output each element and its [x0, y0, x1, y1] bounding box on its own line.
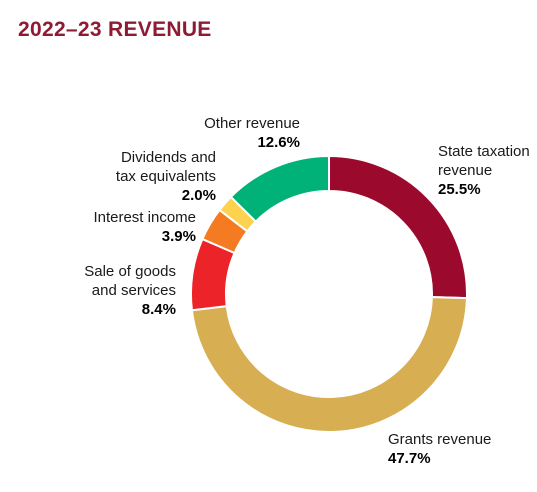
slice-value: 47.7% [388, 450, 431, 467]
slice-value: 25.5% [438, 181, 481, 198]
slice-label-5: Other revenue 12.6% [204, 115, 300, 151]
slice-name: State taxation [438, 143, 530, 160]
slice-value: 12.6% [257, 134, 300, 151]
chart-title: 2022–23 REVENUE [18, 18, 212, 41]
slice-label-0: State taxation revenue 25.5% [438, 143, 530, 198]
slice-name: and services [92, 282, 176, 299]
slice-value: 8.4% [142, 301, 176, 318]
slice-value: 2.0% [182, 187, 216, 204]
slice-name: Sale of goods [84, 263, 176, 280]
slice-labels: State taxation revenue 25.5% Grants revenue… [84, 115, 529, 467]
slice-label-1: Grants revenue 47.7% [388, 431, 491, 467]
slice-label-3: Interest income 3.9% [93, 209, 196, 245]
slice-name: Other revenue [204, 115, 300, 132]
slice-label-4: Dividends and tax equivalents 2.0% [116, 149, 216, 204]
slice-name: Dividends and [121, 149, 216, 166]
slice-name: revenue [438, 162, 492, 179]
donut-slices [190, 154, 468, 433]
slice-name: tax equivalents [116, 168, 216, 185]
slice-1 [190, 296, 468, 433]
slice-5 [229, 154, 330, 223]
slice-label-2: Sale of goods and services 8.4% [84, 263, 176, 318]
slice-value: 3.9% [162, 228, 196, 245]
slice-name: Interest income [93, 209, 196, 226]
slice-name: Grants revenue [388, 431, 491, 448]
